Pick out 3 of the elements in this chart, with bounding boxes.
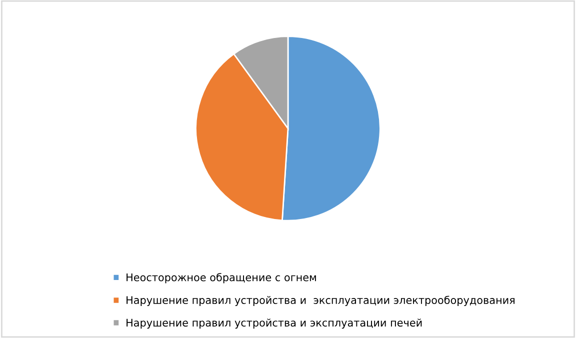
legend-label: Нарушение правил устройства и эксплуатации электрооборудования [126, 296, 514, 306]
legend-label: Неосторожное обращение с огнем [126, 273, 316, 284]
legend-label: Нарушение правил устройства и эксплуатации печей [126, 318, 422, 329]
